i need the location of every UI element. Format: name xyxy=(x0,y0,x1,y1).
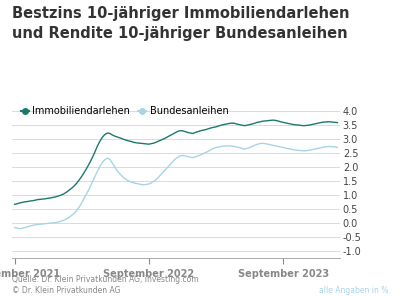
Text: Bestzins 10-jähriger Immobiliendarlehen
und Rendite 10-jähriger Bundesanleihen: Bestzins 10-jähriger Immobiliendarlehen … xyxy=(12,6,350,41)
Text: alle Angaben in %: alle Angaben in % xyxy=(319,286,388,295)
Legend: Immobiliendarlehen, Bundesanleihen: Immobiliendarlehen, Bundesanleihen xyxy=(17,102,232,120)
Text: Quelle: Dr. Klein Privatkunden AG, investing.com
© Dr. Klein Privatkunden AG: Quelle: Dr. Klein Privatkunden AG, inves… xyxy=(12,275,199,295)
